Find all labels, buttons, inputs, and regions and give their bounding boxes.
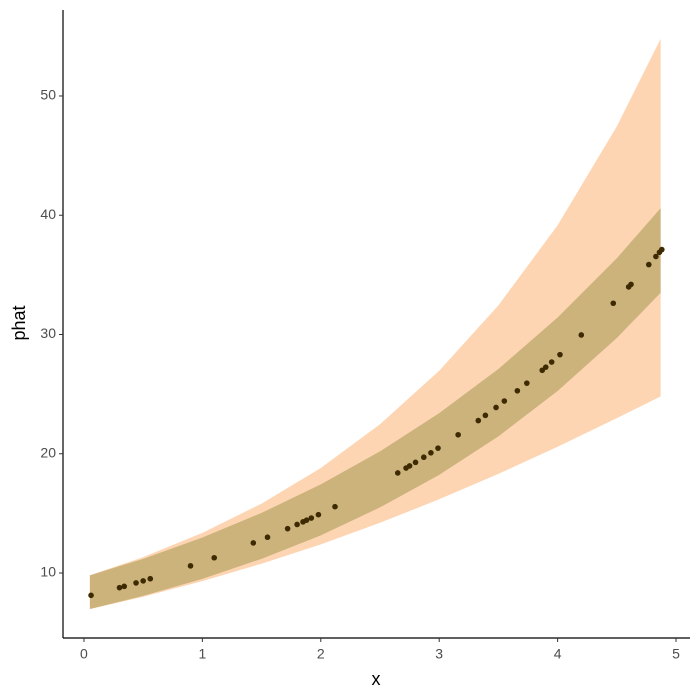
x-axis-title: x xyxy=(372,669,381,689)
x-tick-label: 2 xyxy=(317,646,325,662)
data-point xyxy=(315,511,322,518)
data-point xyxy=(211,554,218,561)
data-point xyxy=(187,563,194,569)
data-point xyxy=(645,261,652,268)
y-tick-label: 20 xyxy=(40,444,56,460)
data-point xyxy=(501,398,508,404)
x-tick-label: 4 xyxy=(554,646,562,662)
data-point xyxy=(578,332,585,338)
data-point xyxy=(548,359,555,365)
x-tick-label: 0 xyxy=(80,646,88,662)
data-point xyxy=(628,281,634,288)
data-point xyxy=(514,387,521,394)
data-point xyxy=(332,503,338,510)
data-point xyxy=(406,463,413,469)
data-point xyxy=(264,534,271,541)
x-tick-label: 1 xyxy=(198,646,206,662)
data-point xyxy=(428,449,434,456)
data-point xyxy=(394,470,401,476)
data-point xyxy=(493,404,499,411)
x-tick-label: 5 xyxy=(672,646,680,662)
data-point xyxy=(610,300,617,307)
data-point xyxy=(412,459,419,466)
y-tick-label: 10 xyxy=(40,564,56,580)
data-point xyxy=(475,417,482,424)
data-point xyxy=(455,431,461,438)
y-tick-label: 50 xyxy=(40,87,56,103)
y-axis-title: phat xyxy=(9,305,29,340)
data-point xyxy=(133,580,139,586)
data-point xyxy=(308,515,315,521)
data-point xyxy=(121,583,128,590)
data-point xyxy=(435,445,441,451)
y-tick-label: 40 xyxy=(40,206,56,222)
data-point xyxy=(421,454,427,461)
data-point xyxy=(294,521,300,528)
data-point xyxy=(524,380,530,386)
data-point xyxy=(116,584,123,591)
data-point xyxy=(659,246,665,253)
x-tick-label: 3 xyxy=(435,646,443,662)
data-point xyxy=(482,412,489,419)
data-point xyxy=(88,592,94,599)
data-point xyxy=(140,578,146,584)
data-point xyxy=(303,517,310,523)
data-point xyxy=(284,525,291,532)
confidence-band xyxy=(89,208,661,610)
data-point xyxy=(653,253,659,260)
y-tick-label: 30 xyxy=(40,325,56,341)
data-point xyxy=(557,351,563,358)
data-point xyxy=(542,364,549,370)
data-point xyxy=(147,575,154,582)
data-point xyxy=(250,540,257,546)
